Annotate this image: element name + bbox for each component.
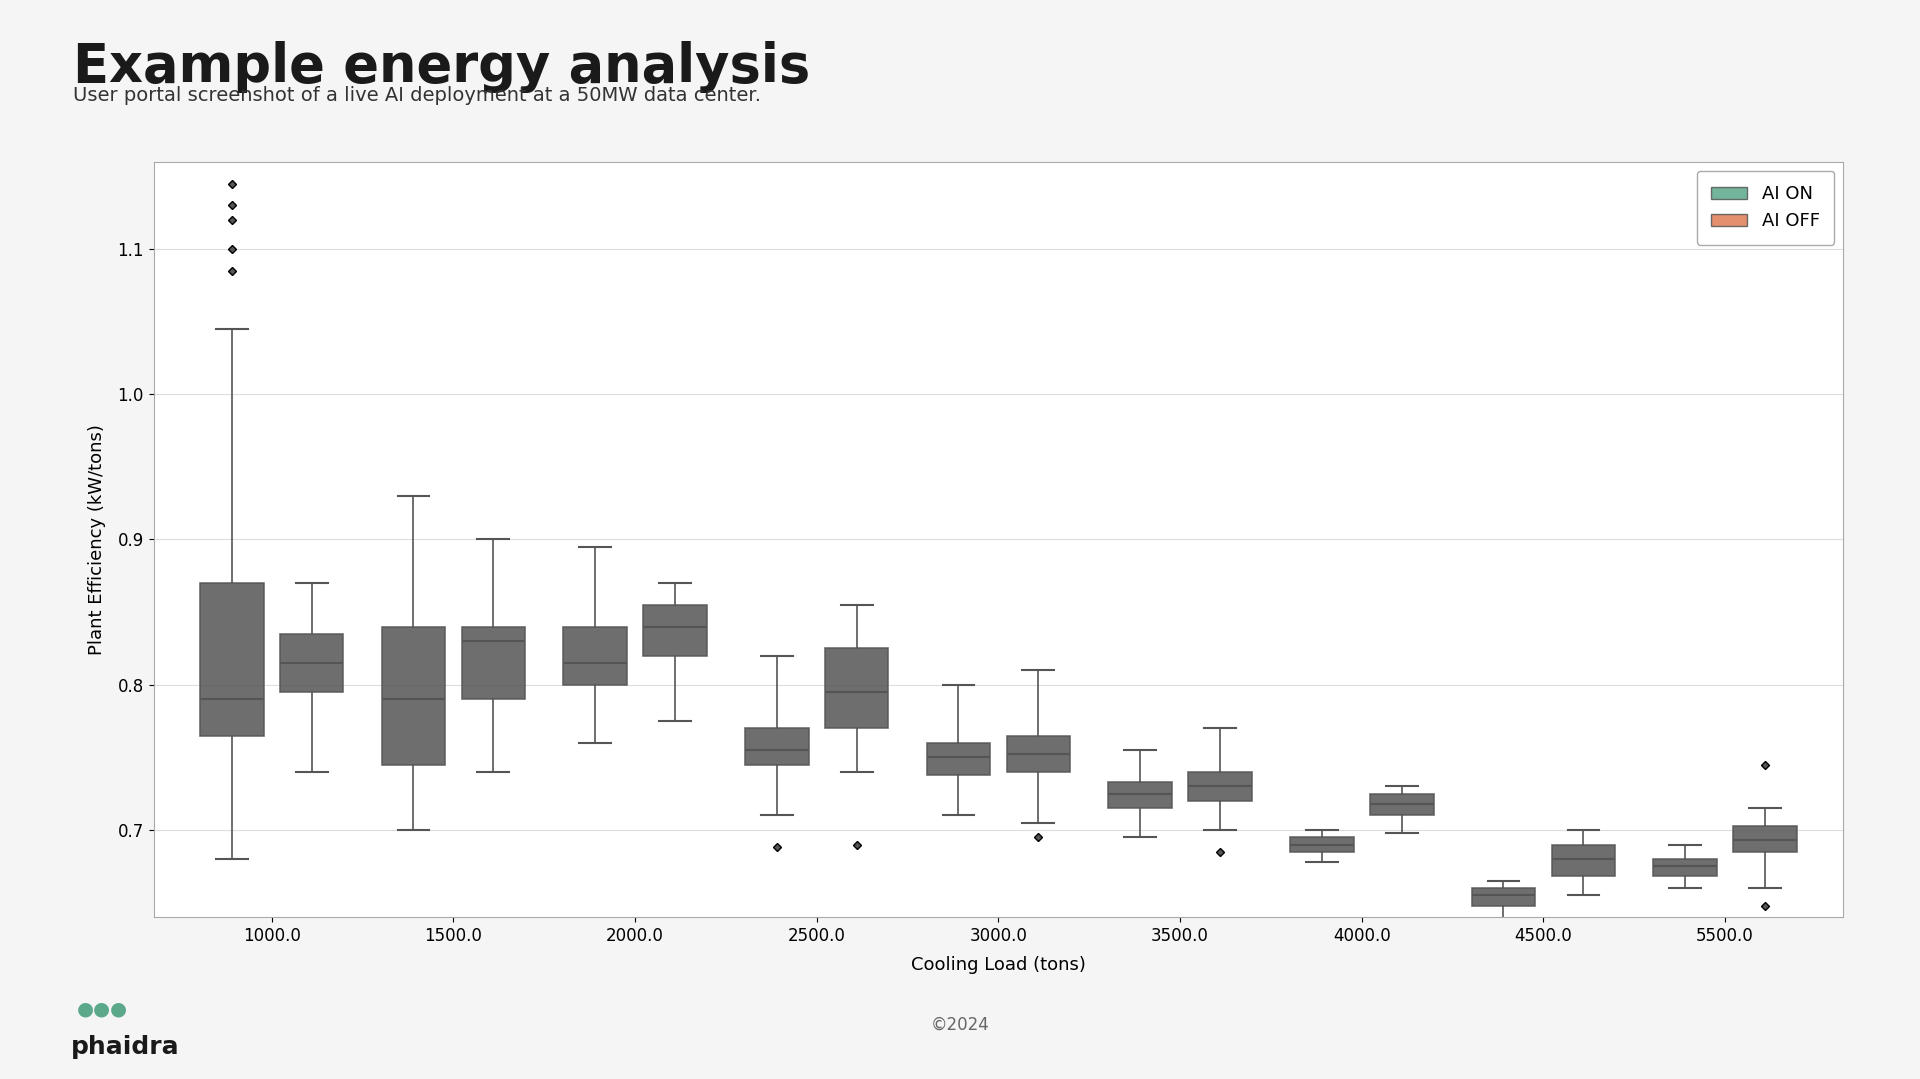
PathPatch shape [826, 648, 889, 728]
PathPatch shape [200, 583, 263, 736]
X-axis label: Cooling Load (tons): Cooling Load (tons) [910, 956, 1087, 974]
PathPatch shape [1371, 794, 1434, 816]
PathPatch shape [1653, 859, 1716, 876]
PathPatch shape [1471, 888, 1536, 905]
Legend: AI ON, AI OFF: AI ON, AI OFF [1697, 170, 1834, 245]
Text: phaidra: phaidra [71, 1035, 180, 1058]
Text: ©2024: ©2024 [931, 1016, 989, 1034]
Y-axis label: Plant Efficiency (kW/tons): Plant Efficiency (kW/tons) [88, 424, 106, 655]
Text: User portal screenshot of a live AI deployment at a 50MW data center.: User portal screenshot of a live AI depl… [73, 86, 760, 105]
PathPatch shape [1108, 782, 1171, 808]
PathPatch shape [382, 627, 445, 765]
Text: Example energy analysis: Example energy analysis [73, 41, 810, 93]
PathPatch shape [643, 605, 707, 656]
PathPatch shape [1734, 825, 1797, 851]
PathPatch shape [745, 728, 808, 765]
PathPatch shape [1006, 736, 1069, 771]
PathPatch shape [280, 634, 344, 692]
Text: ●●●: ●●● [77, 999, 129, 1019]
PathPatch shape [1188, 771, 1252, 801]
PathPatch shape [461, 627, 526, 699]
PathPatch shape [563, 627, 626, 685]
PathPatch shape [1551, 845, 1615, 876]
PathPatch shape [927, 742, 991, 775]
PathPatch shape [1290, 837, 1354, 851]
